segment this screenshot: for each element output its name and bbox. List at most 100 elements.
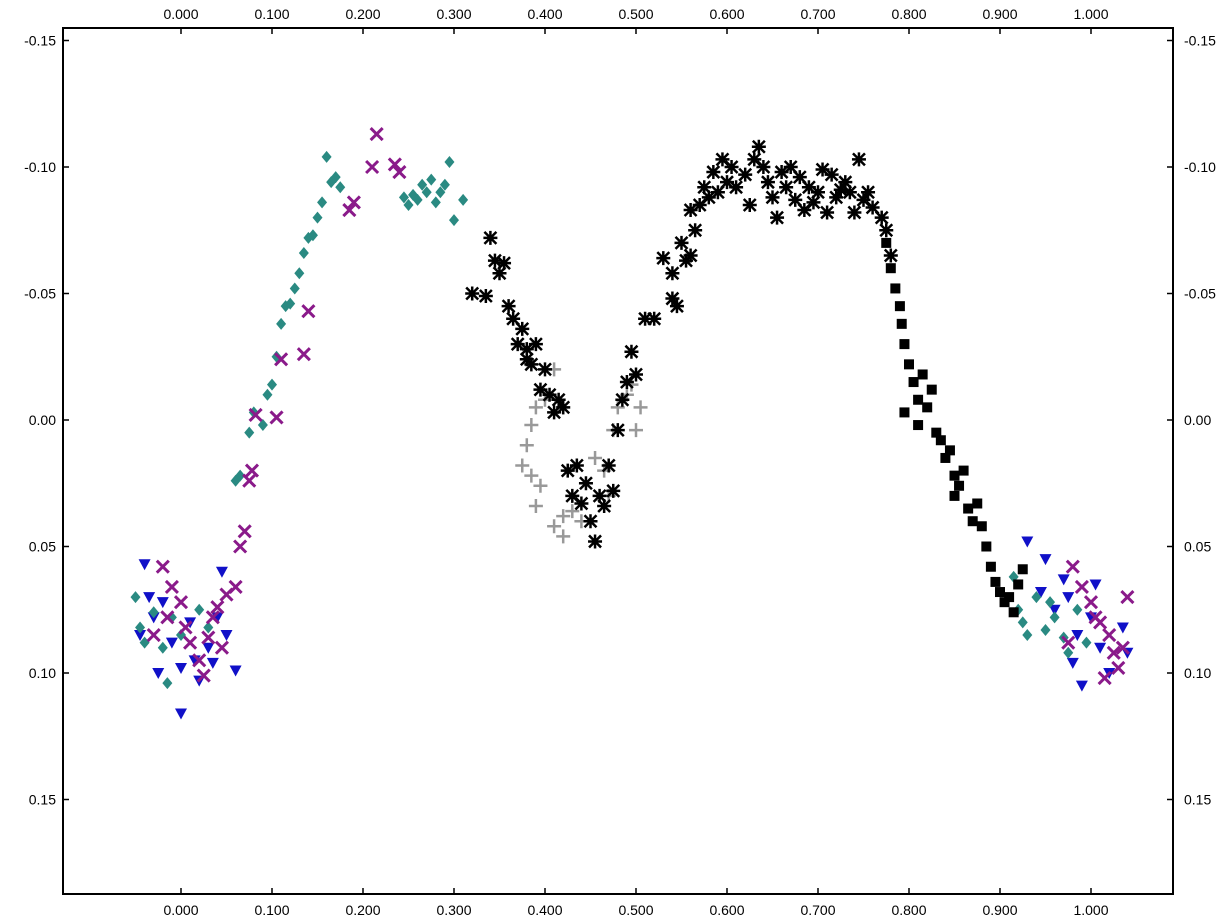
data-point [565,504,580,519]
data-point [756,160,771,174]
y-tick-label-right: 0.05 [1184,539,1211,555]
data-point [829,190,844,205]
data-point [430,196,441,209]
data-point [501,299,516,314]
y-tick-label-left: 0.10 [29,665,56,681]
series-square [881,237,1028,618]
data-point [138,559,151,571]
data-point [160,610,175,625]
data-point [656,251,671,266]
data-point [985,561,996,572]
data-point [1106,645,1121,660]
data-point [747,152,762,167]
data-point [1063,646,1074,659]
data-point [317,196,328,209]
series-x [146,127,1135,686]
data-point [528,337,543,352]
data-point [487,253,502,268]
data-point [697,180,712,195]
data-point [931,427,942,438]
data-point [321,150,332,163]
data-point [301,304,316,319]
data-point [1040,623,1051,636]
plot-frame [62,27,1174,895]
data-point [638,311,653,326]
data-point [1065,559,1080,574]
data-point [894,301,905,312]
data-point [890,283,901,294]
data-point [899,339,910,350]
data-point [976,521,987,532]
data-point [233,539,248,554]
data-point [899,407,910,418]
data-point [165,637,178,649]
data-point [674,235,689,250]
data-point [439,178,450,191]
data-point [999,597,1010,608]
data-point [995,587,1005,598]
data-point [1075,680,1088,692]
data-point [1008,607,1019,618]
data-point [1061,635,1076,650]
data-point [162,677,173,690]
data-point [1102,627,1117,643]
data-point [335,181,346,194]
x-tick-label-bottom: 0.000 [163,902,198,918]
data-point [143,592,156,604]
data-point [330,171,341,184]
data-point [917,369,928,380]
data-point [220,630,233,642]
data-point [403,198,414,211]
data-point [426,173,437,186]
x-tick-label-top: 1.000 [1073,6,1108,22]
data-point [542,387,557,402]
x-tick-label-bottom: 1.000 [1073,902,1108,918]
data-point [229,665,242,677]
data-point [665,266,680,281]
data-point [346,195,361,210]
data-point [683,248,698,263]
x-tick-label-bottom: 0.400 [527,902,562,918]
data-point [519,342,534,357]
data-point [949,490,960,501]
data-point [421,186,432,199]
data-point [1083,595,1099,610]
x-tick-label-bottom: 0.800 [891,902,926,918]
x-tick-label-top: 0.000 [163,6,198,22]
data-point [842,185,857,200]
data-point [881,237,892,248]
data-point [724,160,739,174]
data-point [175,662,187,674]
data-point [1045,596,1056,609]
data-point [365,159,380,175]
data-point [307,229,318,242]
data-point [1081,636,1092,649]
data-point [619,375,634,390]
data-point [296,347,311,362]
x-tick-label-bottom: 0.600 [709,902,744,918]
data-point [783,160,798,174]
x-tick-label-top: 0.300 [436,6,471,22]
data-point [215,566,228,578]
data-point [134,630,147,642]
data-point [913,420,924,431]
data-point [861,185,876,200]
data-point [248,407,263,423]
data-point [838,175,853,190]
data-point [444,155,455,168]
data-point [1004,592,1015,603]
data-point [135,621,146,634]
data-point [701,190,716,205]
data-point [289,282,300,295]
data-point [342,202,357,218]
data-point [751,139,766,154]
data-point [1017,564,1028,575]
data-point [1094,642,1107,654]
series-triangle-down [134,536,1134,720]
y-tick-label-right: 0.15 [1184,792,1211,808]
x-tick-label-top: 0.500 [618,6,653,22]
data-point [146,627,161,643]
data-point [152,668,165,679]
data-point [497,256,512,271]
data-point [547,519,562,534]
